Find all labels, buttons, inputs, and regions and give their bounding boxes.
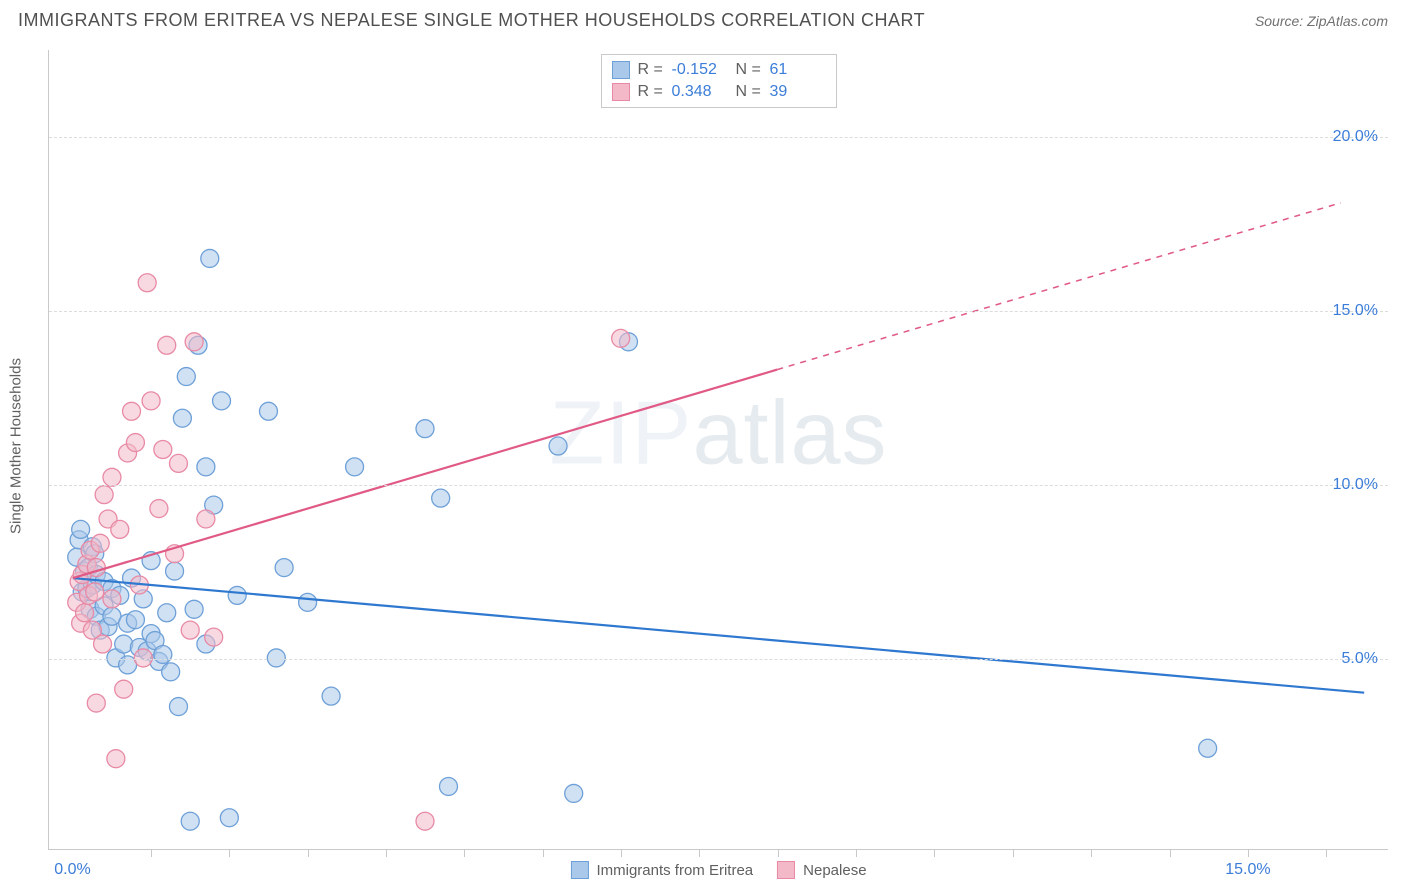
chart-title: IMMIGRANTS FROM ERITREA VS NEPALESE SING…: [18, 10, 925, 31]
scatter-chart: ZIPatlas R = -0.152 N = 61 R = 0.348 N =…: [48, 50, 1388, 850]
swatch-pink: [612, 83, 630, 101]
x-tick: [1013, 849, 1014, 857]
watermark: ZIPatlas: [549, 382, 887, 485]
x-tick: [778, 849, 779, 857]
plot-svg: [49, 50, 1388, 849]
x-tick: [1170, 849, 1171, 857]
n-label: N =: [736, 61, 762, 79]
y-tick-label: 15.0%: [1333, 302, 1378, 320]
legend-row-blue: R = -0.152 N = 61: [612, 59, 826, 81]
swatch-blue: [612, 61, 630, 79]
x-tick: [386, 849, 387, 857]
x-tick: [934, 849, 935, 857]
legend-row-pink: R = 0.348 N = 39: [612, 81, 826, 103]
x-tick: [856, 849, 857, 857]
x-tick-label: 15.0%: [1225, 861, 1270, 879]
swatch-blue: [570, 861, 588, 879]
x-tick: [699, 849, 700, 857]
x-tick: [1091, 849, 1092, 857]
y-tick-label: 5.0%: [1342, 650, 1378, 668]
correlation-legend: R = -0.152 N = 61 R = 0.348 N = 39: [601, 54, 837, 108]
x-tick: [1248, 849, 1249, 857]
x-tick: [1326, 849, 1327, 857]
watermark-part1: ZIP: [549, 383, 692, 483]
x-tick-label: 0.0%: [54, 861, 90, 879]
gridline: [49, 659, 1388, 660]
x-tick: [464, 849, 465, 857]
r-value-pink: 0.348: [672, 83, 728, 101]
source-value: ZipAtlas.com: [1307, 13, 1388, 29]
gridline: [49, 485, 1388, 486]
gridline: [49, 137, 1388, 138]
source-label: Source:: [1255, 13, 1307, 29]
n-value-pink: 39: [770, 83, 826, 101]
series-legend: Immigrants from Eritrea Nepalese: [570, 861, 866, 879]
y-tick-label: 10.0%: [1333, 476, 1378, 494]
r-label: R =: [638, 61, 664, 79]
legend-item-pink: Nepalese: [777, 861, 866, 879]
swatch-pink: [777, 861, 795, 879]
n-value-blue: 61: [770, 61, 826, 79]
watermark-part2: atlas: [692, 383, 887, 483]
series-name-pink: Nepalese: [803, 862, 866, 879]
source-attribution: Source: ZipAtlas.com: [1255, 13, 1388, 29]
series-name-blue: Immigrants from Eritrea: [596, 862, 753, 879]
x-tick: [308, 849, 309, 857]
n-label: N =: [736, 83, 762, 101]
y-tick-label: 20.0%: [1333, 128, 1378, 146]
gridline: [49, 311, 1388, 312]
x-tick: [151, 849, 152, 857]
x-tick: [543, 849, 544, 857]
legend-item-blue: Immigrants from Eritrea: [570, 861, 753, 879]
r-label: R =: [638, 83, 664, 101]
x-tick: [229, 849, 230, 857]
x-tick: [621, 849, 622, 857]
r-value-blue: -0.152: [672, 61, 728, 79]
y-axis-label: Single Mother Households: [8, 358, 25, 534]
